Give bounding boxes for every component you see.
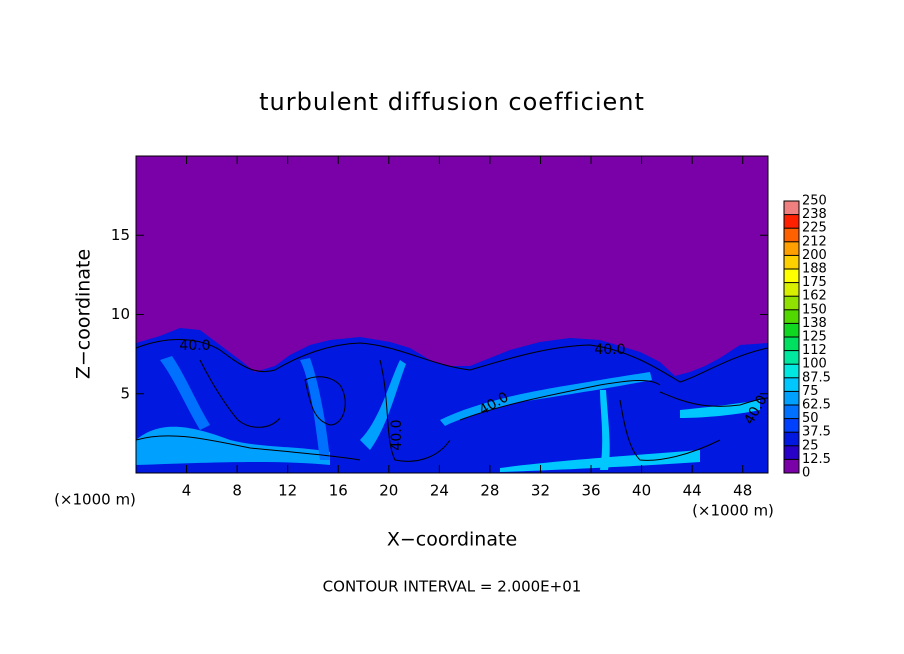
contour-line [199, 359, 281, 428]
field [135, 155, 769, 474]
colorbar-label: 150 [802, 302, 827, 317]
x-unit-label: (×1000 m) [692, 502, 774, 520]
contour-label: 40.0 [389, 419, 405, 450]
y-tick-label: 10 [111, 305, 130, 323]
colorbar-segment [784, 228, 799, 242]
colorbar-label: 212 [802, 234, 827, 249]
colorbar-segment [784, 432, 799, 446]
colorbar-label: 112 [802, 343, 827, 358]
y-axis-title: Z−coordinate [73, 249, 95, 379]
x-tick-label: 36 [581, 482, 600, 500]
contour-label: 40.0 [594, 342, 625, 358]
colorbar-segment [784, 269, 799, 283]
colorbar-segment [784, 337, 799, 351]
x-tick-label: 32 [531, 482, 550, 500]
contour-lines [135, 339, 769, 462]
contour-line [459, 380, 661, 421]
contour-line [304, 376, 346, 426]
colorbar-segment [784, 405, 799, 419]
colorbar-label: 250 [802, 194, 827, 209]
x-tick-label: 48 [733, 482, 752, 500]
colorbar-label: 100 [802, 357, 827, 372]
x-tick-label: 24 [430, 482, 449, 500]
colorbar-label: 75 [802, 384, 819, 399]
contour-line [619, 399, 721, 461]
x-tick-label: 8 [232, 482, 242, 500]
colorbar-label: 175 [802, 275, 827, 290]
colorbar-label: 200 [802, 248, 827, 263]
colorbar-segment [784, 459, 799, 473]
colorbar-segment [784, 282, 799, 297]
colorbar-segment [784, 364, 799, 378]
colorbar-label: 25 [802, 438, 819, 453]
colorbar-segment [784, 391, 799, 405]
contour-line [659, 391, 769, 407]
field-streak [300, 358, 330, 460]
x-tick-label: 28 [480, 482, 499, 500]
colorbar-label: 87.5 [802, 370, 831, 385]
colorbar-label: 50 [802, 411, 819, 426]
colorbar-segment [784, 445, 799, 460]
colorbar-label: 138 [802, 316, 827, 331]
field-streak [500, 450, 700, 472]
field-region [136, 328, 768, 473]
colorbar-label: 125 [802, 330, 827, 345]
contour-line [135, 339, 769, 383]
field-streak [360, 360, 406, 450]
colorbar-segment [784, 377, 799, 392]
x-tick-label: 16 [329, 482, 348, 500]
colorbar-segment [784, 214, 799, 229]
colorbar-label: 37.5 [802, 425, 831, 440]
colorbar-label: 12.5 [802, 452, 831, 467]
x-tick-label: 44 [683, 482, 702, 500]
colorbar-segment [784, 418, 799, 433]
colorbar: 012.52537.55062.57587.510011212513815016… [783, 194, 831, 481]
field-streak [600, 390, 610, 470]
contour-label: 40.0 [179, 338, 210, 354]
y-tick-label: 5 [120, 384, 130, 402]
x-unit-label: (×1000 m) [54, 491, 136, 509]
field-streak [160, 356, 210, 430]
colorbar-label: 238 [802, 207, 827, 222]
colorbar-segment [784, 201, 799, 215]
x-tick-label: 12 [278, 482, 297, 500]
x-tick-label: 40 [632, 482, 651, 500]
contour-line [135, 435, 361, 461]
x-axis-title: X−coordinate [387, 529, 517, 551]
colorbar-segment [784, 350, 799, 365]
contour-line [379, 359, 451, 462]
colorbar-segment [784, 255, 799, 269]
colorbar-segment [784, 296, 799, 310]
colorbar-label: 62.5 [802, 398, 831, 413]
chart-title: turbulent diffusion coefficient [259, 88, 645, 116]
colorbar-segment [784, 323, 799, 337]
colorbar-label: 0 [802, 466, 810, 481]
y-tick-label: 15 [111, 226, 130, 244]
colorbar-label: 225 [802, 221, 827, 236]
colorbar-label: 188 [802, 262, 827, 277]
x-tick-label: 20 [379, 482, 398, 500]
colorbar-segment [784, 241, 799, 256]
footnote: CONTOUR INTERVAL = 2.000E+01 [323, 578, 582, 596]
x-tick-label: 4 [182, 482, 192, 500]
colorbar-segment [784, 309, 799, 324]
colorbar-label: 162 [802, 289, 827, 304]
